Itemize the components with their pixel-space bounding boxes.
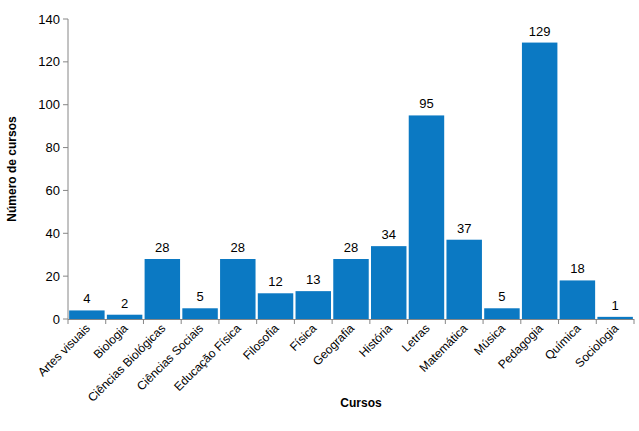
chart-svg: 020406080100120140Artes visuaisBiologiaC… [0,0,639,431]
bar [371,246,406,319]
x-axis-title: Cursos [340,396,382,410]
data-label: 37 [457,221,471,236]
bar [484,308,519,319]
y-tick [63,276,68,277]
bar [296,291,331,319]
x-axis-line [68,319,634,320]
y-tick [63,104,68,105]
x-tick-separator [68,319,69,324]
bar [182,308,217,319]
bar [597,317,632,319]
data-label: 18 [570,261,584,276]
bar [409,115,444,319]
x-tick-label: História [356,321,395,360]
y-tick-label: 100 [38,97,60,112]
x-tick-label: Educação Física [171,321,244,394]
x-tick-label: Letras [399,321,432,354]
y-axis-line [68,19,69,319]
bar [145,259,180,319]
data-label: 13 [306,272,320,287]
y-tick-label: 140 [38,12,60,27]
y-tick-label: 80 [46,140,60,155]
data-label: 28 [155,240,169,255]
x-tick-separator [256,319,257,324]
bar [333,259,368,319]
bar [522,43,557,319]
x-tick-separator [407,319,408,324]
data-label: 1 [612,298,619,313]
x-tick-label: Artes visuais [35,321,93,379]
bar [446,240,481,319]
x-tick-separator [181,319,182,324]
data-label: 95 [419,96,433,111]
y-axis-title: Número de cursos [5,116,19,222]
data-label: 28 [231,240,245,255]
bar [69,310,104,319]
data-label: 4 [83,291,90,306]
x-tick-label: Geografia [310,321,357,368]
x-tick-separator [105,319,106,324]
x-tick-separator [483,319,484,324]
y-tick [63,147,68,148]
x-tick-separator [218,319,219,324]
x-tick-label: Matemática [417,321,471,375]
x-tick-separator [143,319,144,324]
x-tick-separator [294,319,295,324]
data-label: 28 [344,240,358,255]
x-tick-label: Música [471,321,508,358]
y-tick-label: 20 [46,269,60,284]
chart-container: 020406080100120140Artes visuaisBiologiaC… [0,0,639,431]
y-tick-label: 40 [46,226,60,241]
y-tick-label: 120 [38,54,60,69]
x-tick-separator [634,319,635,324]
data-label: 5 [196,289,203,304]
x-tick-separator [520,319,521,324]
bar [107,315,142,319]
x-tick-label: Filosofia [240,321,282,363]
bar [560,280,595,319]
x-tick-separator [445,319,446,324]
data-label: 12 [268,274,282,289]
x-tick-label: Ciências Sociais [134,321,206,393]
x-tick-label: Física [287,321,320,354]
x-tick-separator [558,319,559,324]
x-tick-label: Pedagogia [495,321,546,372]
bar [220,259,255,319]
x-tick-separator [332,319,333,324]
x-tick-separator [369,319,370,324]
bars [69,43,633,319]
y-tick [63,319,68,320]
y-tick [63,233,68,234]
y-tick [63,190,68,191]
y-tick-label: 60 [46,183,60,198]
data-label: 2 [121,296,128,311]
y-tick-label: 0 [53,312,60,327]
data-label: 129 [529,24,551,39]
y-tick [63,61,68,62]
x-tick-separator [596,319,597,324]
y-tick [63,19,68,20]
data-label: 34 [381,227,395,242]
bar [258,293,293,319]
data-label: 5 [498,289,505,304]
x-tick-label: Sociologia [572,321,621,370]
